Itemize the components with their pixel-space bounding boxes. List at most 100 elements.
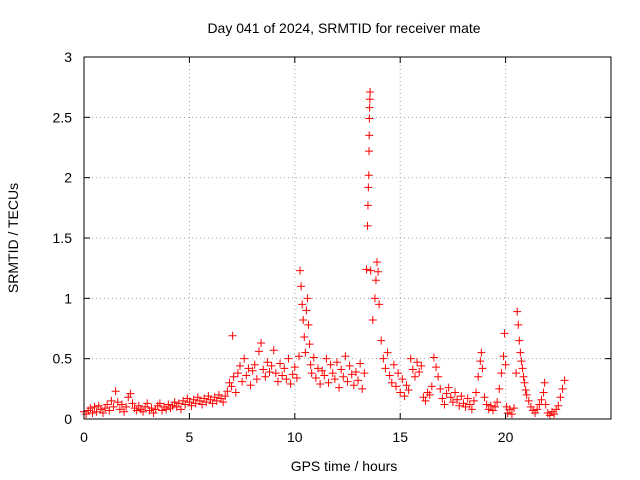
data-point [495, 384, 504, 393]
data-point [507, 410, 516, 419]
data-point [208, 399, 217, 408]
data-point [512, 369, 521, 378]
data-point [402, 381, 411, 390]
data-point [524, 396, 533, 405]
data-point [273, 377, 282, 386]
data-point [463, 394, 472, 403]
data-point [223, 387, 232, 396]
data-point [316, 380, 325, 389]
data-point [113, 398, 122, 407]
data-point [396, 388, 405, 397]
data-point [510, 404, 519, 413]
data-point [96, 405, 105, 414]
data-point [374, 267, 383, 276]
data-point [383, 348, 392, 357]
data-point [296, 266, 305, 275]
data-point [170, 398, 179, 407]
data-point [126, 389, 135, 398]
data-point [82, 410, 91, 419]
data-point [267, 361, 276, 370]
data-point [235, 361, 244, 370]
data-point [115, 405, 124, 414]
data-point [364, 183, 373, 192]
data-point [366, 87, 375, 96]
data-point [176, 405, 185, 414]
data-point [307, 369, 316, 378]
data-point [448, 398, 457, 407]
data-point [305, 340, 314, 349]
data-point [446, 393, 455, 402]
data-point [365, 103, 374, 112]
data-point [442, 389, 451, 398]
grid-layer [84, 57, 611, 419]
data-point [457, 392, 466, 401]
data-point [381, 364, 390, 373]
data-point [198, 400, 207, 409]
data-point [514, 320, 523, 329]
data-point [134, 401, 143, 410]
data-point [263, 358, 272, 367]
data-point [438, 394, 447, 403]
data-point [434, 372, 443, 381]
plot-frame [83, 56, 612, 420]
ticks-layer: 0 5 10 15 20 0 0.5 1 1.5 2 2.5 3 [53, 49, 611, 445]
data-point [533, 405, 542, 414]
data-point [326, 360, 335, 369]
data-point [193, 393, 202, 402]
data-point [299, 316, 308, 325]
data-point [365, 114, 374, 123]
data-point [303, 294, 312, 303]
data-point [379, 354, 388, 363]
data-point [257, 338, 266, 347]
data-point [461, 402, 470, 411]
data-point [124, 393, 133, 402]
data-point [200, 394, 209, 403]
data-point [365, 147, 374, 156]
data-point [252, 375, 261, 384]
data-point [467, 405, 476, 414]
data-point [482, 400, 491, 409]
data-point [539, 388, 548, 397]
data-point [103, 400, 112, 409]
data-point [406, 354, 415, 363]
data-point [501, 360, 510, 369]
data-point [410, 372, 419, 381]
data-point [516, 348, 525, 357]
data-point [400, 392, 409, 401]
data-point [520, 378, 529, 387]
data-point [469, 396, 478, 405]
data-point [302, 306, 311, 315]
data-point [368, 316, 377, 325]
y-tick-label: 0 [64, 411, 72, 427]
data-point [385, 371, 394, 380]
data-point [141, 402, 150, 411]
data-point [476, 357, 485, 366]
data-point [155, 399, 164, 408]
data-point [358, 384, 367, 393]
data-point [363, 201, 372, 210]
data-point [183, 394, 192, 403]
data-point [519, 372, 528, 381]
data-point [366, 266, 375, 275]
data-point [499, 352, 508, 361]
data-point [309, 353, 318, 362]
data-point [259, 365, 268, 374]
data-point [425, 390, 434, 399]
data-point [231, 388, 240, 397]
data-point [157, 406, 166, 415]
data-point [250, 360, 259, 369]
data-point [371, 276, 380, 285]
data-point [120, 407, 129, 416]
data-point [311, 373, 320, 382]
data-point [474, 372, 483, 381]
data-point [181, 400, 190, 409]
data-point [349, 381, 358, 390]
data-point [486, 401, 495, 410]
y-tick-label: 2.5 [53, 109, 73, 125]
data-point [292, 373, 301, 382]
data-point [304, 320, 313, 329]
data-point [560, 376, 569, 385]
data-point [122, 402, 131, 411]
data-point [284, 354, 293, 363]
